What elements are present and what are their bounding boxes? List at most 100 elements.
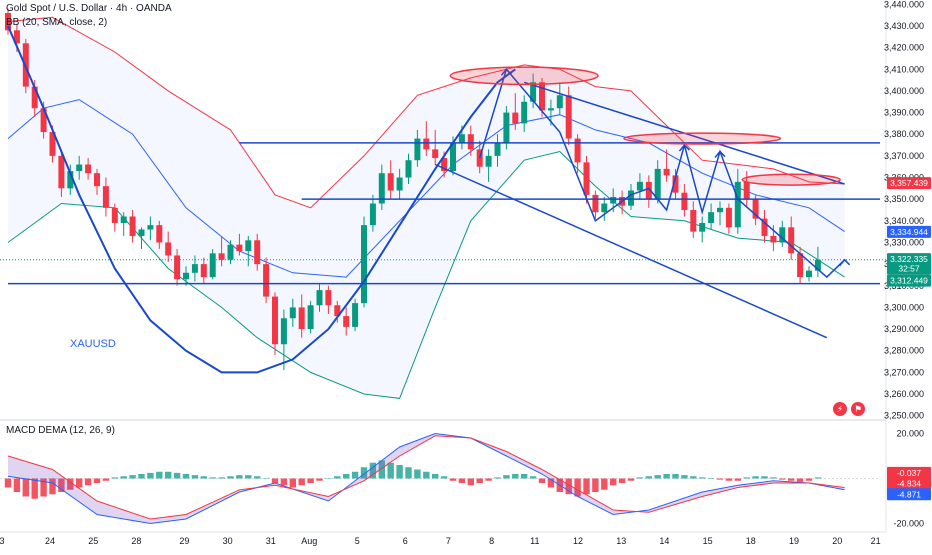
candle-body	[574, 138, 581, 163]
macd-value-label: -4.871	[897, 489, 921, 499]
macd-histogram-bar	[182, 474, 190, 479]
price-badge	[887, 253, 931, 266]
candle-body	[441, 158, 448, 172]
flag-icon[interactable]: ⚑	[851, 402, 865, 416]
candle-body	[76, 164, 83, 172]
macd-histogram-bar	[360, 467, 368, 479]
arrow-head	[500, 68, 512, 76]
macd-histogram-bar	[583, 478, 590, 495]
macd-histogram-bar	[796, 478, 804, 482]
macd-histogram-bar	[529, 476, 537, 479]
chart-title: Gold Spot / U.S. Dollar · 4h · OANDA	[6, 3, 172, 14]
price-badge-label: 3,322.335	[890, 254, 928, 264]
macd-histogram-bar	[218, 477, 225, 479]
candle-body	[681, 192, 688, 210]
macd-histogram-bar	[334, 476, 341, 479]
time-tick-label: 25	[88, 536, 98, 546]
candle-body	[761, 218, 768, 236]
macd-histogram-bar	[423, 471, 430, 479]
macd-histogram-bar	[102, 478, 110, 481]
macd-histogram-bar	[378, 460, 385, 479]
macd-value-label: -0.037	[897, 468, 921, 478]
macd-histogram-bar	[770, 477, 777, 479]
lightning-icon[interactable]: ⚡	[833, 402, 847, 416]
candle-body	[49, 132, 56, 156]
candle-body	[628, 190, 634, 206]
candle-body	[539, 82, 545, 111]
resistance-ellipse	[741, 173, 841, 186]
candle-body	[485, 155, 492, 167]
macd-histogram-bar	[396, 465, 403, 479]
macd-histogram-bar	[645, 476, 652, 479]
candle-body	[236, 244, 243, 252]
bollinger-upper	[7, 16, 845, 209]
candle-body	[138, 229, 145, 236]
macd-histogram-bar	[58, 478, 65, 492]
time-tick-label: 8	[489, 536, 494, 546]
candle-body	[690, 210, 697, 232]
resistance-ellipse	[449, 66, 599, 86]
arrow-head	[714, 150, 726, 159]
price-tick-label: 3,370.000	[884, 151, 924, 161]
candle-body	[102, 186, 109, 208]
candle-body	[423, 138, 430, 150]
macd-histogram-bar	[262, 478, 270, 479]
macd-histogram-bar	[200, 476, 207, 479]
time-tick-label: 31	[266, 536, 276, 546]
time-tick-label: 19	[789, 536, 799, 546]
candle-body	[316, 290, 323, 306]
candle-body	[245, 240, 252, 252]
candle-body	[503, 112, 510, 143]
cup-curve	[7, 25, 516, 374]
macd-histogram-bar	[4, 478, 12, 488]
macd-histogram-bar	[761, 476, 768, 479]
macd-histogram-bar	[440, 476, 448, 479]
time-tick-label: 20	[832, 536, 842, 546]
candle-body	[530, 82, 537, 102]
candle-body	[708, 212, 715, 223]
price-tick-label: 3,250.000	[884, 411, 924, 421]
macd-histogram-bar	[681, 475, 688, 479]
candle-body	[13, 30, 20, 44]
candle-body	[387, 173, 394, 191]
candle-body	[610, 197, 617, 204]
candle-body	[307, 305, 314, 330]
time-tick-label: 15	[703, 536, 713, 546]
candle-body	[663, 168, 670, 176]
macd-histogram-bar	[209, 477, 216, 479]
candle-body	[512, 112, 519, 124]
macd-histogram-bar	[734, 478, 741, 481]
price-tick-label: 3,430.000	[884, 21, 924, 31]
candle-body	[31, 86, 38, 109]
price-badge	[887, 274, 931, 287]
macd-value-label: -4.834	[897, 479, 921, 489]
candle-body	[263, 264, 270, 297]
macd-histogram-bar	[84, 478, 92, 486]
macd-histogram-bar	[601, 478, 608, 490]
candle-body	[227, 244, 234, 260]
time-tick-label: Aug	[301, 536, 317, 546]
price-tick-label: 3,270.000	[884, 367, 924, 377]
candle-body	[289, 307, 296, 319]
macd-histogram-bar	[67, 478, 74, 490]
macd-histogram-bar	[245, 475, 252, 479]
macd-value-badge	[887, 488, 931, 501]
arrow-head	[678, 143, 690, 152]
macd-histogram-bar	[494, 477, 501, 479]
candle-body	[583, 162, 590, 195]
price-badge-label: 32:57	[898, 263, 920, 273]
candle-body	[111, 207, 118, 223]
candle-body	[94, 173, 100, 187]
candle-body	[352, 303, 359, 327]
candle-body	[458, 134, 465, 143]
macd-histogram-bar	[547, 478, 555, 488]
bollinger-fill	[8, 17, 845, 399]
macd-histogram-bar	[31, 478, 38, 499]
candle-body	[450, 142, 456, 172]
macd-histogram-bar	[49, 478, 56, 495]
bollinger-basis	[7, 99, 845, 278]
candle-body	[672, 175, 679, 193]
macd-histogram-bar	[307, 478, 314, 483]
time-tick-label: 6	[403, 536, 408, 546]
